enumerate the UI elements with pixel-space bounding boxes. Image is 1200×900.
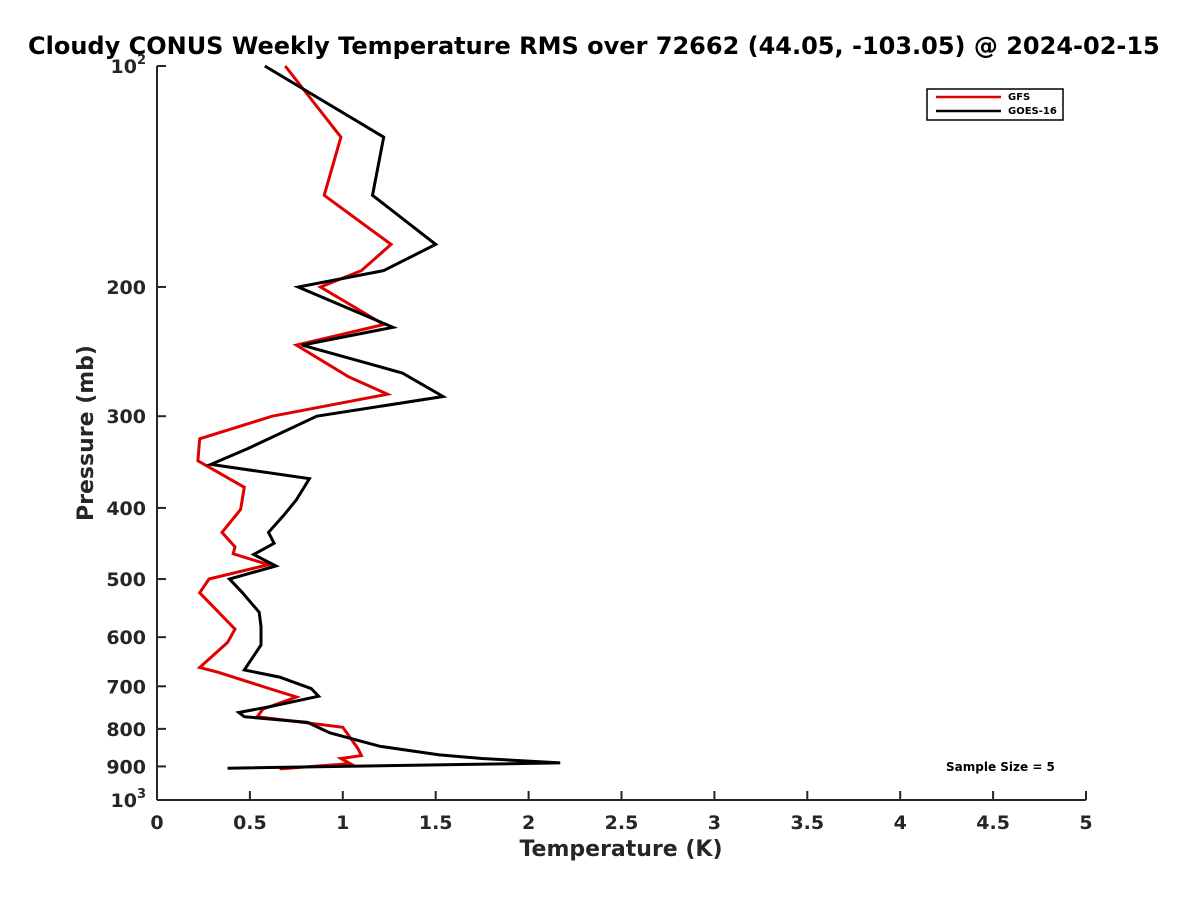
x-tick-label: 4 [894, 812, 907, 834]
x-tick-label: 2 [522, 812, 535, 834]
y-tick-label: 400 [106, 498, 146, 520]
y-tick-label: 102 [111, 53, 147, 78]
x-tick-label: 1 [336, 812, 349, 834]
y-tick-label: 200 [106, 277, 146, 299]
y-tick-label: 900 [106, 756, 146, 778]
y-tick-label: 700 [106, 676, 146, 698]
x-tick-label: 4.5 [976, 812, 1010, 834]
x-tick-label: 0 [150, 812, 163, 834]
x-tick-label: 3.5 [790, 812, 824, 834]
y-tick-label: 600 [106, 627, 146, 649]
x-tick-label: 2.5 [605, 812, 639, 834]
y-tick-label: 800 [106, 719, 146, 741]
x-tick-label: 5 [1079, 812, 1092, 834]
series-line-goes16 [205, 64, 561, 770]
x-tick-label: 3 [708, 812, 721, 834]
y-axis-label: Pressure (mb) [74, 345, 99, 521]
x-tick-label: 1.5 [419, 812, 453, 834]
axes: 0 0.5 1 1.5 2 2.5 3 3.5 4 4.5 5 102 200 300 400 500 600 7… [106, 53, 1092, 834]
legend: GFS GOES-16 [926, 88, 1064, 121]
y-tick-label: 300 [106, 406, 146, 428]
legend-label-goes16: GOES-16 [1008, 106, 1057, 117]
series-lines [196, 64, 561, 771]
series-line-gfs [196, 65, 394, 771]
x-tick-label: 0.5 [233, 812, 267, 834]
y-tick-label: 500 [106, 569, 146, 591]
sample-size-annotation: Sample Size = 5 [946, 760, 1055, 774]
legend-label-gfs: GFS [1008, 92, 1030, 103]
y-tick-label: 103 [111, 787, 147, 812]
x-axis-label: Temperature (K) [519, 837, 722, 862]
legend-box [926, 88, 1064, 121]
chart-title: Cloudy CONUS Weekly Temperature RMS over… [28, 32, 1160, 60]
